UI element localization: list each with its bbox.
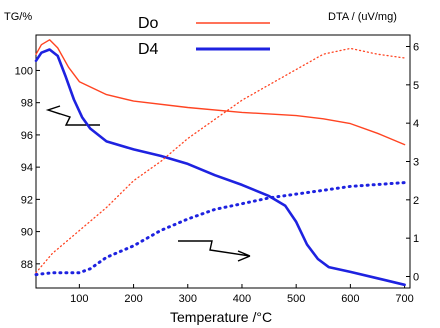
x-tick-label: 400 [233,293,251,305]
y-right-tick-label: 6 [413,42,419,54]
x-tick-label: 300 [179,293,197,305]
x-tick-label: 200 [124,293,142,305]
series-line-dta-do [35,47,406,274]
y-right-tick-label: 0 [413,272,419,284]
x-tick-label: 100 [70,293,88,305]
y-left-tick-label: 96 [21,130,33,142]
y-right-tick-label: 1 [413,233,419,245]
series-line-tg-do [35,39,406,146]
legend-label-do: Do [138,15,159,32]
left-axis-arrow [45,105,100,126]
y-left-tick-label: 94 [21,162,33,174]
series-line-tg-d4 [34,48,406,287]
y-left-tick-label: 100 [15,65,33,77]
legend-label-d4: D4 [138,41,159,58]
right-axis-arrow [178,240,251,262]
x-axis-title: Temperature /°C [170,309,272,325]
x-tick-label: 500 [287,293,305,305]
x-tick-label: 600 [341,293,359,305]
x-tick-label: 700 [395,293,413,305]
y-right-tick-label: 5 [413,80,419,92]
y-left-tick-label: 88 [21,259,33,271]
y-left-tick-label: 92 [21,194,33,206]
series-line-dta-d4 [34,181,407,277]
y-right-tick-label: 4 [413,118,419,130]
y-right-tick-label: 3 [413,157,419,169]
y-left-tick-label: 90 [21,227,33,239]
y-right-axis-title: DTA / (uV/mg) [328,11,397,23]
plot-frame [35,34,411,289]
y-right-tick-label: 2 [413,195,419,207]
y-left-tick-label: 98 [21,98,33,110]
y-left-axis-title: TG/% [4,11,32,23]
